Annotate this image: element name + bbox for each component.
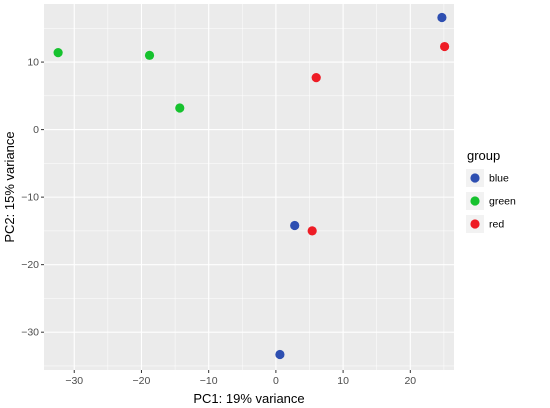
y-tick-label: −20	[21, 259, 39, 271]
major-gridlines	[44, 4, 454, 370]
y-axis-ticks: −30 −20 −10 0 10	[21, 57, 44, 339]
y-tick-label: 0	[33, 124, 39, 136]
x-axis-ticks: −30 −20 −10 0 10 20	[65, 370, 416, 387]
y-tick-label: 10	[27, 57, 39, 69]
legend-title: group	[467, 148, 500, 163]
x-tick-label: 20	[404, 375, 416, 387]
x-tick-label: 0	[273, 375, 279, 387]
point-red	[439, 41, 450, 52]
plot-panel	[44, 4, 454, 370]
point-green	[144, 50, 155, 60]
point-green	[53, 48, 63, 58]
point-blue	[437, 12, 447, 23]
y-tick-label: −30	[21, 327, 39, 339]
x-tick-label: −10	[200, 375, 218, 387]
legend-marker-red	[470, 219, 480, 229]
point-blue	[275, 349, 285, 360]
legend-marker-blue	[470, 173, 480, 183]
legend-label-green: green	[489, 196, 516, 208]
point-red	[307, 226, 317, 236]
data-points	[53, 12, 450, 360]
legend-label-red: red	[489, 219, 504, 231]
point-green	[175, 103, 185, 113]
x-tick-label: −20	[133, 375, 151, 387]
point-blue	[290, 220, 300, 231]
legend: group blue green red	[466, 148, 516, 233]
x-axis-title: PC1: 19% variance	[193, 391, 304, 406]
x-tick-label: −30	[65, 375, 83, 387]
x-tick-label: 10	[337, 375, 349, 387]
y-axis-title: PC2: 15% variance	[2, 131, 17, 242]
legend-marker-green	[470, 196, 480, 206]
legend-label-blue: blue	[489, 173, 509, 185]
y-tick-label: −10	[21, 192, 39, 204]
point-red	[311, 73, 321, 83]
minor-gridlines	[44, 4, 454, 370]
